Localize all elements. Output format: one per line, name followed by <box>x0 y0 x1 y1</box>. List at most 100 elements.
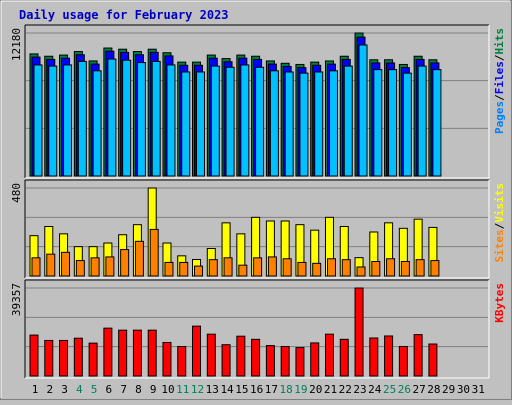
legend: Pages/Files/Hits <box>493 28 506 134</box>
x-tick-label-4: 4 <box>76 383 83 396</box>
series-sites <box>31 228 440 277</box>
x-tick-label-10: 10 <box>161 383 174 396</box>
bar-sites-15 <box>238 264 248 277</box>
bar-kbytes-4 <box>73 337 83 377</box>
bar-sites-14 <box>223 257 233 277</box>
bar-kbytes-16 <box>251 338 261 377</box>
bar-kbytes-27 <box>413 334 423 377</box>
legend-files: Files <box>493 61 506 94</box>
bar-pages-5 <box>92 70 102 177</box>
bar-kbytes-23 <box>354 287 364 377</box>
bar-pages-6 <box>107 58 117 177</box>
y-max-label: 480 <box>10 183 23 203</box>
x-tick-label-31: 31 <box>472 383 485 396</box>
bar-pages-15 <box>240 64 250 177</box>
bar-sites-9 <box>149 228 159 277</box>
bar-pages-4 <box>77 60 87 177</box>
x-tick-label-14: 14 <box>220 383 234 396</box>
bar-kbytes-6 <box>103 327 113 377</box>
x-tick-label-20: 20 <box>309 383 322 396</box>
bar-sites-17 <box>267 256 277 277</box>
bar-pages-9 <box>151 60 161 177</box>
bar-kbytes-8 <box>132 329 142 377</box>
y-max-label: 39357 <box>10 283 23 316</box>
x-tick-label-17: 17 <box>265 383 278 396</box>
bar-kbytes-9 <box>147 329 157 377</box>
bar-pages-11 <box>181 71 191 177</box>
bar-pages-27 <box>417 65 427 177</box>
x-tick-label-7: 7 <box>120 383 127 396</box>
bar-pages-1 <box>33 64 43 177</box>
bar-sites-10 <box>164 261 174 277</box>
legend-separator: / <box>493 222 506 229</box>
legend-kbytes: KBytes <box>493 283 506 323</box>
legend-sites: Sites <box>493 229 506 262</box>
bar-pages-16 <box>255 66 265 177</box>
x-tick-label-16: 16 <box>250 383 263 396</box>
bar-sites-2 <box>46 253 56 277</box>
bar-pages-7 <box>122 59 132 177</box>
bar-kbytes-24 <box>369 337 379 377</box>
x-tick-label-12: 12 <box>191 383 204 396</box>
bar-sites-1 <box>31 257 41 277</box>
legend-hits: Hits <box>493 28 506 55</box>
bar-pages-3 <box>63 64 73 177</box>
x-tick-label-18: 18 <box>280 383 293 396</box>
bar-sites-6 <box>105 256 115 277</box>
bar-pages-8 <box>136 62 146 177</box>
bar-sites-28 <box>430 260 440 277</box>
bar-sites-19 <box>297 261 307 277</box>
bar-sites-25 <box>386 258 396 277</box>
panel-kbytes: 39357 KBytes <box>10 279 506 379</box>
bar-pages-25 <box>388 69 398 177</box>
bar-kbytes-18 <box>280 345 290 377</box>
series-pages <box>33 44 442 177</box>
bar-sites-24 <box>371 261 381 277</box>
panel-visits: 480 Sites/Visits <box>10 179 506 279</box>
x-tick-label-6: 6 <box>106 383 113 396</box>
bar-kbytes-20 <box>310 342 320 377</box>
legend-visits: Visits <box>493 183 506 223</box>
x-tick-label-3: 3 <box>61 383 68 396</box>
bar-sites-13 <box>208 259 218 277</box>
bar-sites-3 <box>61 251 71 277</box>
bar-pages-13 <box>210 65 220 177</box>
bar-kbytes-5 <box>88 342 98 377</box>
bar-kbytes-15 <box>236 335 246 377</box>
legend-separator: / <box>493 54 506 61</box>
bar-sites-22 <box>341 259 351 277</box>
bar-kbytes-13 <box>206 333 216 377</box>
bar-sites-4 <box>75 260 85 277</box>
bar-kbytes-12 <box>192 325 202 377</box>
x-tick-label-9: 9 <box>150 383 157 396</box>
bar-pages-26 <box>402 72 412 177</box>
bar-sites-21 <box>326 258 336 277</box>
bar-kbytes-22 <box>339 338 349 377</box>
legend: KBytes <box>493 283 506 323</box>
bar-kbytes-25 <box>384 335 394 377</box>
bar-pages-21 <box>328 70 338 177</box>
bar-pages-24 <box>373 69 383 177</box>
legend-separator: / <box>493 94 506 101</box>
x-tick-label-23: 23 <box>353 383 366 396</box>
bar-pages-2 <box>48 65 58 177</box>
x-tick-label-1: 1 <box>32 383 39 396</box>
bar-kbytes-2 <box>44 339 54 377</box>
x-tick-label-5: 5 <box>91 383 98 396</box>
bar-sites-23 <box>356 266 366 277</box>
bar-pages-19 <box>299 72 309 177</box>
bar-pages-14 <box>225 66 235 177</box>
bar-pages-12 <box>196 71 206 177</box>
x-tick-label-26: 26 <box>398 383 411 396</box>
bar-sites-8 <box>134 240 144 277</box>
bar-sites-7 <box>120 249 130 277</box>
x-tick-label-2: 2 <box>46 383 53 396</box>
bar-kbytes-19 <box>295 347 305 377</box>
x-tick-label-30: 30 <box>457 383 470 396</box>
bar-sites-12 <box>194 265 204 277</box>
bar-sites-27 <box>415 259 425 277</box>
legend: Sites/Visits <box>493 183 506 263</box>
